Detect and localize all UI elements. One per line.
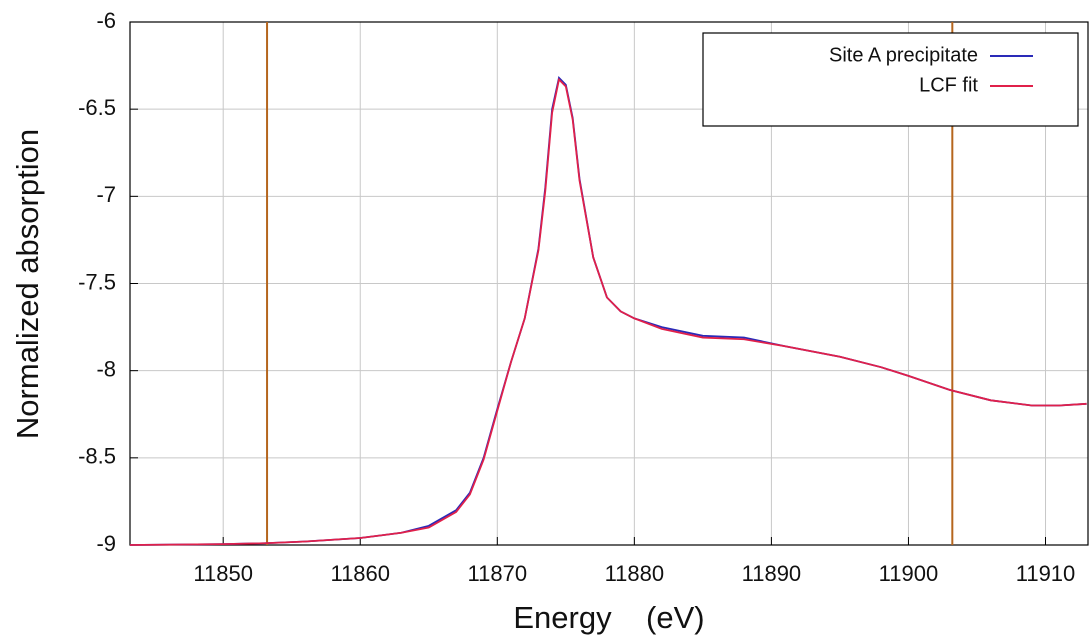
x-tick-label: 11880 [605,561,665,586]
y-axis-title: Normalized absorption [10,129,45,439]
x-tick-label: 11910 [1016,561,1076,586]
x-tick-label: 11890 [742,561,802,586]
legend-box [702,32,1079,127]
y-tick-label: -6.5 [78,95,116,120]
y-tick-label: -6 [96,8,116,33]
data-line [129,77,1087,546]
x-tick-label: 11850 [193,561,253,586]
plot-frame [129,21,1089,546]
legend-label: Site A precipitate [829,44,978,66]
y-tick-label: -9 [96,531,116,556]
x-axis-title: Energy (eV) [513,600,704,635]
x-tick-label: 11860 [330,561,390,586]
data-line [129,75,1087,546]
y-tick-label: -7 [96,182,116,207]
y-tick-label: -8 [96,356,116,381]
legend-label: LCF fit [919,74,978,96]
y-tick-label: -7.5 [78,269,116,294]
y-tick-label: -8.5 [78,444,116,469]
x-tick-label: 11870 [468,561,528,586]
x-tick-label: 11900 [879,561,939,586]
